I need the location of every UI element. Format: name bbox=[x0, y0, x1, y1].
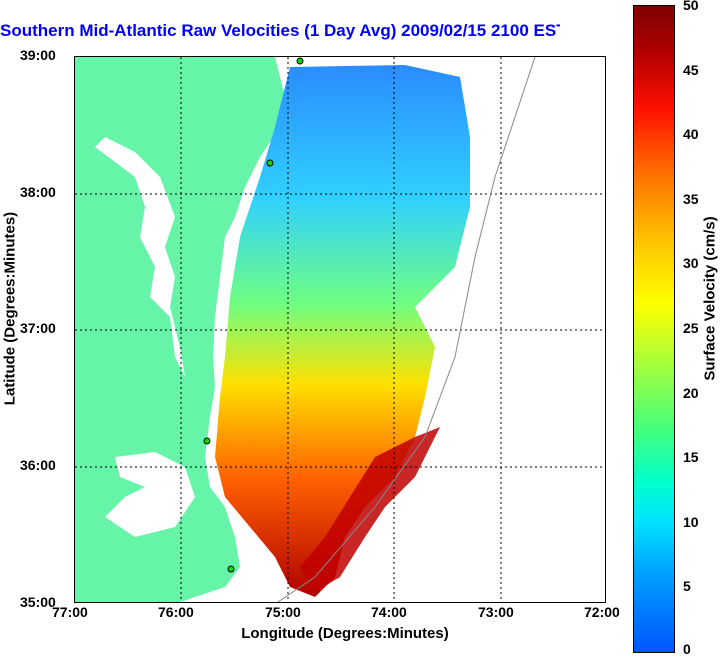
colorbar-tick: 5 bbox=[683, 578, 691, 594]
bay-water bbox=[95, 137, 185, 377]
y-axis-label: Latitude (Degrees:Minutes) bbox=[1, 211, 19, 406]
colorbar-tick: 20 bbox=[683, 385, 699, 401]
velocity-map bbox=[74, 56, 606, 603]
x-axis-label: Longitude (Degrees:Minutes) bbox=[241, 625, 449, 642]
colorbar-label: Surface Velocity (cm/s) bbox=[701, 216, 719, 381]
x-tick-label: 74:00 bbox=[371, 604, 407, 620]
colorbar-tick: 0 bbox=[683, 641, 691, 657]
x-tick-label: 72:00 bbox=[584, 604, 620, 620]
sound-water bbox=[105, 452, 195, 537]
colorbar-tick: 40 bbox=[683, 126, 699, 142]
title-occluder bbox=[560, 20, 630, 42]
velocity-field bbox=[215, 65, 470, 597]
colorbar-tick: 25 bbox=[683, 320, 699, 336]
y-tick-label: 38:00 bbox=[20, 184, 56, 200]
shelf-contour bbox=[277, 57, 536, 602]
colorbar-tick: 10 bbox=[683, 514, 699, 530]
colorbar-tick: 45 bbox=[683, 62, 699, 78]
hf-radar-sites bbox=[203, 57, 304, 573]
colorbar-tick: 35 bbox=[683, 191, 699, 207]
map-title: Southern Mid-Atlantic Raw Velocities (1 … bbox=[0, 21, 567, 40]
x-tick-label: 76:00 bbox=[158, 604, 194, 620]
x-tick-label: 73:00 bbox=[478, 604, 514, 620]
y-tick-label: 35:00 bbox=[20, 594, 56, 610]
red-coastal-band bbox=[300, 427, 440, 592]
x-tick-label: 75:00 bbox=[265, 604, 301, 620]
colorbar-tick: 30 bbox=[683, 255, 699, 271]
map-canvas bbox=[75, 57, 605, 602]
graticule bbox=[75, 57, 605, 602]
colorbar-tick: 50 bbox=[683, 0, 699, 13]
colorbar bbox=[633, 5, 675, 653]
y-tick-label: 39:00 bbox=[20, 47, 56, 63]
y-tick-label: 36:00 bbox=[20, 457, 56, 473]
colorbar-tick: 15 bbox=[683, 449, 699, 465]
y-tick-label: 37:00 bbox=[20, 320, 56, 336]
x-tick-label: 77:00 bbox=[52, 604, 88, 620]
